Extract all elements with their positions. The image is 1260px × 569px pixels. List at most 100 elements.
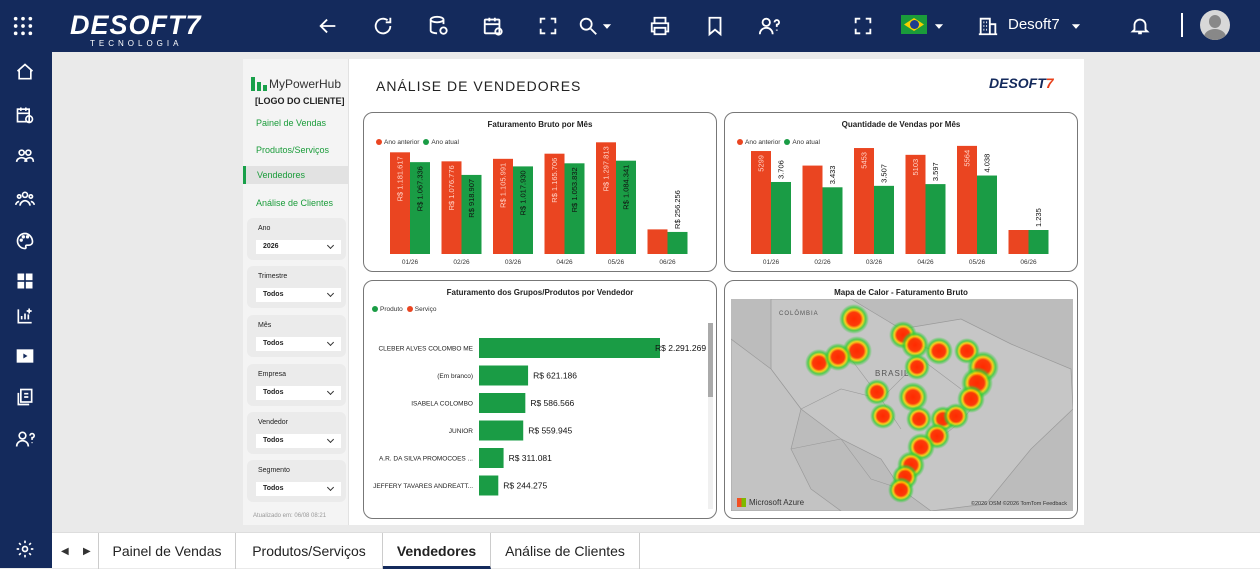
print-icon[interactable]: [648, 14, 672, 38]
tab-painel-de-vendas[interactable]: Painel de Vendas: [99, 533, 236, 569]
language-chevron-down-icon[interactable]: [932, 14, 946, 38]
refresh-icon[interactable]: [371, 14, 395, 38]
report-canvas: MyPowerHub [LOGO DO CLIENTE] Painel de V…: [243, 59, 1084, 525]
filter-empresa-select[interactable]: Todos: [256, 386, 341, 400]
tab-produtos-servicos[interactable]: Produtos/Serviços: [236, 533, 383, 569]
brand-logo: DESOFT7 TECNOLOGIA: [70, 4, 250, 48]
bookmark-icon[interactable]: [703, 14, 727, 38]
chart-heatmap[interactable]: Mapa de Calor - Faturamento Bruto COLÔMB…: [724, 280, 1078, 519]
data-label: R$ 256.256: [673, 190, 682, 229]
chart-grupos-vendedor[interactable]: Faturamento dos Grupos/Produtos por Vend…: [363, 280, 717, 519]
bar: [854, 148, 874, 254]
bell-icon[interactable]: [1128, 14, 1152, 38]
tick-label: 03/26: [866, 259, 883, 266]
filter-vendedor-select[interactable]: Todos: [256, 434, 341, 448]
scrollbar-thumb[interactable]: [708, 323, 713, 397]
data-label: 5453: [860, 152, 869, 169]
data-label: R$ 586.566: [530, 398, 574, 408]
data-label: 5564: [963, 150, 972, 167]
tab-prev-arrow-icon[interactable]: ◀: [61, 546, 69, 557]
heat-point: [901, 331, 929, 359]
company-name[interactable]: Desoft7: [1008, 16, 1060, 33]
palette-icon[interactable]: [13, 229, 37, 253]
nav-produtos-servicos[interactable]: Produtos/Serviços: [256, 145, 330, 155]
avatar-body-icon: [1204, 29, 1226, 40]
chart-plot: R$ 1.181.617 R$ 1.067.336 01/26 R$ 1.076.77…: [390, 142, 688, 266]
tick-label: 06/26: [1020, 259, 1037, 266]
filter-ano-select[interactable]: 2026: [256, 240, 341, 254]
bar: [479, 475, 499, 496]
filter-label: Ano: [258, 225, 271, 232]
nav-vendedores[interactable]: Vendedores: [243, 166, 349, 184]
dashboard-icon[interactable]: [13, 269, 37, 293]
tab-analise-de-clientes[interactable]: Análise de Clientes: [491, 533, 640, 569]
report-title: ANÁLISE DE VENDEDORES: [376, 78, 582, 94]
video-icon[interactable]: [13, 344, 37, 368]
settings-gear-icon[interactable]: [13, 537, 37, 561]
company-building-icon[interactable]: [976, 14, 1000, 38]
legend-item: Ano anterior: [384, 139, 420, 146]
data-label: R$ 2.291.269: [655, 343, 706, 353]
mypowerhub-label: MyPowerHub: [269, 77, 342, 91]
database-refresh-icon[interactable]: [426, 14, 450, 38]
chart-faturamento-mes[interactable]: Faturamento Bruto por Mês Ano anterior An…: [363, 112, 717, 272]
back-arrow-icon[interactable]: [316, 14, 340, 38]
brazil-flag-icon[interactable]: [901, 15, 927, 34]
calendar-history-icon[interactable]: [13, 103, 37, 127]
tab-vendedores[interactable]: Vendedores: [383, 533, 491, 569]
filter-trimestre-select[interactable]: Todos: [256, 288, 341, 302]
legend-item: Serviço: [414, 306, 437, 313]
company-chevron-down-icon[interactable]: [1069, 14, 1083, 38]
bar: [822, 187, 843, 254]
scrollbar-track[interactable]: [708, 323, 713, 509]
avatar[interactable]: [1200, 10, 1230, 40]
chart-legend: Produto Serviço: [372, 306, 440, 313]
data-label: R$ 1.105.991: [499, 163, 508, 208]
fullscreen-icon[interactable]: [851, 14, 875, 38]
category-label: (Em branco): [437, 373, 473, 380]
chart-quantidade-mes[interactable]: Quantidade de Vendas por Mês Ano anterio…: [724, 112, 1078, 272]
calendar-refresh-icon[interactable]: [481, 14, 505, 38]
team-icon[interactable]: [13, 187, 37, 211]
add-report-icon[interactable]: [13, 304, 37, 328]
logo-seven: 7: [1045, 75, 1054, 91]
bar: [479, 448, 504, 468]
search-chevron-down-icon[interactable]: [600, 14, 614, 38]
user-help-icon[interactable]: [757, 14, 781, 38]
heat-point: [943, 403, 969, 429]
filter-segmento-select[interactable]: Todos: [256, 482, 341, 496]
bar: [802, 165, 823, 254]
search-icon[interactable]: [576, 14, 600, 38]
nav-analise-de-clientes[interactable]: Análise de Clientes: [256, 198, 334, 208]
data-label: R$ 621.186: [533, 371, 577, 381]
client-logo-placeholder: [LOGO DO CLIENTE]: [255, 96, 345, 106]
bar: [513, 166, 533, 254]
data-label: R$ 1.017.930: [519, 170, 528, 215]
filter-label: Mês: [258, 322, 272, 329]
data-label: R$ 1.297.813: [602, 146, 611, 191]
apps-grid-icon[interactable]: [11, 14, 35, 38]
map-attribution[interactable]: ©2026 OSM ©2026 TomTom Feedback: [970, 501, 1067, 507]
tick-label: 06/26: [659, 259, 676, 266]
filter-mes-select[interactable]: Todos: [256, 337, 341, 351]
home-icon[interactable]: [13, 60, 37, 84]
heat-point: [898, 382, 928, 412]
tick-label: 04/26: [917, 259, 934, 266]
tick-label: 01/26: [402, 259, 419, 266]
bar: [925, 184, 946, 254]
library-icon[interactable]: [13, 385, 37, 409]
heatmap-map[interactable]: COLÔMBIA BRASIL Microsoft Azure ©2026 OS…: [731, 299, 1073, 511]
data-label: R$ 1.084.341: [622, 165, 631, 210]
bar: [479, 393, 526, 413]
heat-point: [870, 403, 896, 429]
filter-label: Empresa: [258, 371, 287, 378]
fit-screen-icon[interactable]: [536, 14, 560, 38]
heat-layer: [805, 304, 999, 503]
tab-next-arrow-icon[interactable]: ▶: [83, 546, 91, 557]
user-question-icon[interactable]: [13, 427, 37, 451]
data-label: 5103: [911, 159, 920, 176]
nav-painel-de-vendas[interactable]: Painel de Vendas: [256, 118, 327, 128]
users-icon[interactable]: [13, 144, 37, 168]
chart-title: Faturamento dos Grupos/Produtos por Vend…: [446, 288, 634, 297]
updated-timestamp: Atualizado em: 06/08 08:21: [253, 513, 327, 519]
